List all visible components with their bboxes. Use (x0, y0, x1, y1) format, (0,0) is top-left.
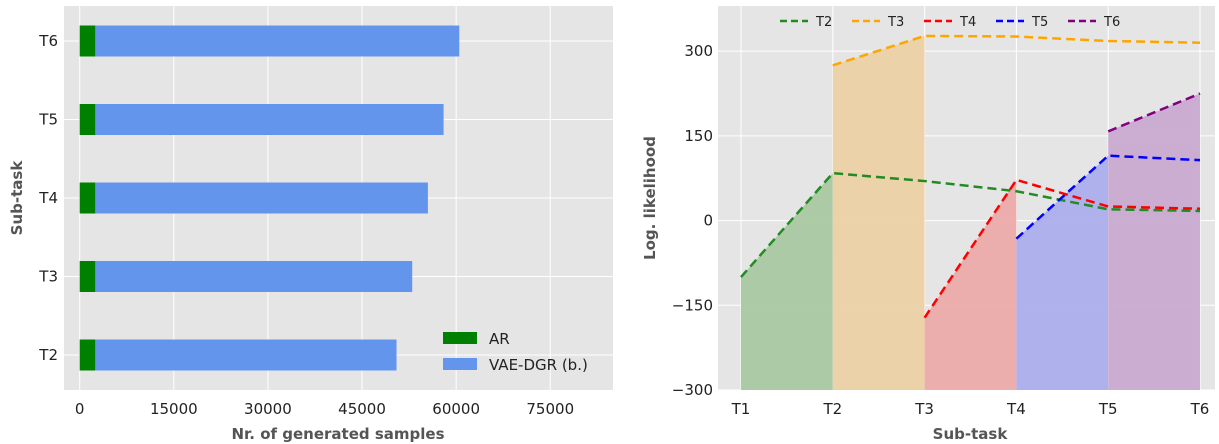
legend: T2 T3 T4 T5 T6 (780, 15, 1120, 30)
y-tick-label: T4 (38, 189, 58, 207)
line-t5 (1015, 154, 1201, 240)
y-tick-label: 300 (684, 42, 713, 60)
legend-label-t3: T3 (887, 15, 904, 30)
y-tick-label: T5 (38, 111, 58, 129)
y-tick-label: T2 (38, 346, 58, 364)
y-tick-label: −150 (672, 296, 713, 314)
x-tick-label: T3 (914, 400, 934, 418)
x-tick-labels: T1 T2 T3 T4 T5 T6 (731, 400, 1210, 418)
bar-vae-dgr-t5 (95, 104, 444, 135)
legend-swatch-ar (443, 332, 477, 344)
bar-ar-t3 (79, 261, 96, 292)
legend-label-ar: AR (489, 330, 510, 348)
x-tick-label: 75000 (526, 400, 574, 418)
bar-vae-dgr-t2 (95, 339, 397, 371)
line-t2 (740, 171, 1201, 278)
filled-areas (741, 35, 1200, 390)
bar-ar-t2 (79, 339, 96, 371)
area-t4 (924, 179, 1017, 390)
legend-label-t4: T4 (959, 15, 976, 30)
x-tick-label: T1 (731, 400, 751, 418)
x-tick-label: 0 (75, 400, 85, 418)
x-tick-label: 15000 (150, 400, 198, 418)
area-t3 (832, 35, 925, 390)
x-tick-label: T4 (1006, 400, 1026, 418)
y-tick-label: T3 (38, 268, 58, 286)
y-tick-label: 150 (684, 127, 713, 145)
log-likelihood-line-chart: T1 T2 T3 T4 T5 T6 −300 −150 0 150 300 Sub-task Lo… (641, 6, 1215, 443)
x-tick-label: 60000 (432, 400, 480, 418)
series-lines (740, 34, 1201, 319)
bar-ar-t6 (79, 25, 96, 57)
bar-vae-dgr-t3 (95, 261, 413, 292)
y-tick-label: 0 (703, 212, 713, 230)
samples-bar-chart: 0 15000 30000 45000 60000 75000 T2 T3 T4 T5 T6 Nr… (8, 6, 613, 443)
line-t6 (1107, 92, 1201, 133)
y-tick-label: T6 (38, 32, 58, 50)
legend-label-t2: T2 (815, 15, 832, 30)
y-tick-labels: T2 T3 T4 T5 T6 (38, 32, 58, 364)
area-t2 (741, 173, 833, 390)
legend-label-vae-dgr: VAE-DGR (b.) (489, 356, 588, 374)
area-t5 (1016, 155, 1109, 390)
y-axis-label: Sub-task (8, 160, 26, 236)
x-tick-label: T6 (1190, 400, 1210, 418)
x-tick-labels: 0 15000 30000 45000 60000 75000 (75, 400, 574, 418)
line-t4 (923, 178, 1201, 319)
legend-label-t5: T5 (1031, 15, 1048, 30)
y-tick-labels: −300 −150 0 150 300 (672, 42, 713, 399)
x-tick-label: T5 (1098, 400, 1118, 418)
x-tick-label: T2 (822, 400, 842, 418)
x-axis-label: Sub-task (933, 425, 1009, 443)
bar-vae-dgr-t4 (95, 182, 428, 214)
x-axis-label: Nr. of generated samples (231, 425, 444, 443)
bar-ar-t4 (79, 182, 96, 214)
line-t3 (832, 34, 1201, 67)
bar-ar-t5 (79, 104, 96, 135)
legend-swatch-vae-dgr (443, 358, 477, 370)
x-tick-label: 30000 (244, 400, 292, 418)
legend-label-t6: T6 (1103, 15, 1120, 30)
legend: AR VAE-DGR (b.) (443, 330, 588, 374)
area-t6 (1108, 93, 1200, 390)
x-tick-label: 45000 (338, 400, 386, 418)
y-axis-label: Log. likelihood (641, 136, 659, 260)
bars (79, 25, 460, 371)
y-tick-label: −300 (672, 381, 713, 399)
bar-vae-dgr-t6 (95, 25, 460, 57)
